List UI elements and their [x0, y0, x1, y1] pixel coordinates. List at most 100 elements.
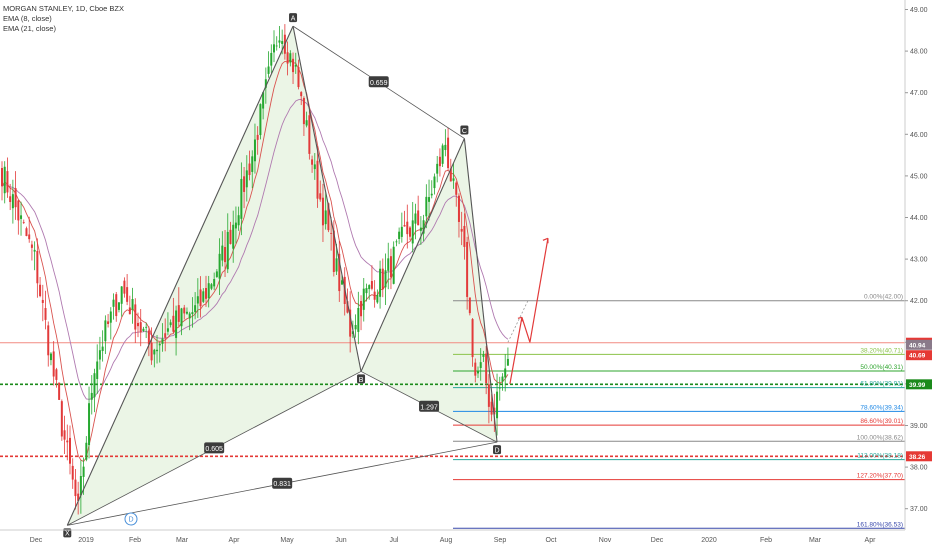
candle — [207, 275, 210, 308]
candle — [232, 210, 235, 263]
candle-body — [243, 176, 246, 192]
candle — [11, 179, 14, 224]
candle — [52, 341, 55, 386]
fib-label-1: 38.20%(40.71) — [860, 347, 903, 354]
candle-body — [264, 79, 267, 88]
pattern-point-box-1 — [289, 13, 298, 23]
time-tick-label-1: 2019 — [78, 537, 94, 544]
ema21-label: EMA (21, close) — [3, 24, 56, 33]
time-tick-label-7: Jul — [390, 537, 399, 544]
candle-body — [126, 287, 129, 302]
candle — [3, 161, 6, 204]
candle-body — [487, 384, 490, 407]
candle — [169, 319, 172, 328]
price-tick-label-2: 39.00 — [910, 423, 928, 430]
candle-body — [433, 176, 436, 189]
candle-body — [52, 351, 55, 377]
candle-body — [28, 234, 31, 240]
candle — [319, 180, 322, 202]
candle-body — [9, 196, 12, 203]
time-tick-label-5: May — [280, 537, 294, 544]
candle — [66, 424, 69, 461]
candle — [302, 96, 305, 136]
candle — [292, 52, 295, 84]
candle-body — [384, 270, 387, 288]
candle-body — [419, 227, 422, 231]
candle — [25, 226, 28, 237]
candle-body — [161, 338, 164, 344]
candle — [158, 341, 161, 363]
candle-body — [482, 354, 485, 357]
event-marker-label: D — [128, 517, 133, 524]
candle-body — [123, 280, 126, 294]
candle-body — [447, 137, 450, 169]
candle-body — [387, 258, 390, 271]
projection-arrow-path — [509, 238, 549, 385]
candle-body — [6, 171, 9, 193]
candle — [77, 481, 80, 515]
candle — [384, 253, 387, 305]
candle-body — [44, 308, 47, 320]
candle — [101, 330, 104, 362]
candle-body — [93, 373, 96, 398]
candle — [134, 298, 137, 343]
candle — [487, 374, 490, 424]
candle — [311, 155, 314, 173]
candle — [229, 221, 232, 245]
candle-body — [226, 231, 229, 270]
candle — [316, 146, 319, 208]
candle-body — [289, 53, 292, 63]
candle-body — [311, 159, 314, 165]
candle — [447, 127, 450, 171]
candle — [33, 241, 36, 271]
candle — [150, 327, 153, 365]
candle-body — [88, 403, 91, 446]
candle — [387, 242, 390, 290]
candle-body — [468, 297, 471, 314]
candle — [55, 367, 58, 388]
candle — [308, 110, 311, 160]
candle-body — [409, 227, 411, 237]
candle-body — [411, 220, 414, 244]
time-tick-label-16: Apr — [865, 537, 877, 544]
candle — [126, 274, 129, 306]
candle-body — [444, 144, 447, 151]
candle — [354, 314, 357, 338]
candle — [248, 150, 251, 181]
candle-body — [224, 247, 227, 263]
candle-body — [267, 66, 270, 74]
ratio-label-1: 1.297 — [420, 404, 438, 411]
candle — [123, 277, 126, 298]
candle-body — [292, 58, 295, 73]
candle — [22, 219, 25, 225]
candle — [145, 322, 148, 339]
pattern-point-x: X — [65, 531, 70, 538]
candle — [117, 302, 120, 313]
candle-body — [460, 228, 463, 232]
candle — [79, 460, 82, 514]
candle — [297, 59, 300, 90]
candle-body — [115, 294, 118, 317]
candle — [419, 216, 422, 245]
candle — [177, 287, 180, 328]
candle — [234, 206, 237, 244]
candle-body — [183, 307, 186, 314]
candle-body — [436, 163, 439, 174]
candles — [1, 24, 509, 515]
candle-body — [395, 241, 398, 243]
candle-body — [313, 164, 316, 170]
candle-body — [120, 286, 123, 304]
candle — [400, 212, 403, 243]
pattern-point-box-2 — [357, 374, 366, 384]
candle — [398, 227, 401, 245]
candle — [172, 297, 175, 333]
candle-body — [493, 407, 496, 415]
price-badge-1 — [906, 339, 932, 350]
candle — [224, 230, 227, 278]
candle — [88, 386, 91, 459]
candle-body — [14, 188, 17, 208]
candle-body — [281, 41, 284, 44]
time-tick-label-11: Nov — [599, 537, 612, 544]
candle-body — [11, 194, 14, 209]
